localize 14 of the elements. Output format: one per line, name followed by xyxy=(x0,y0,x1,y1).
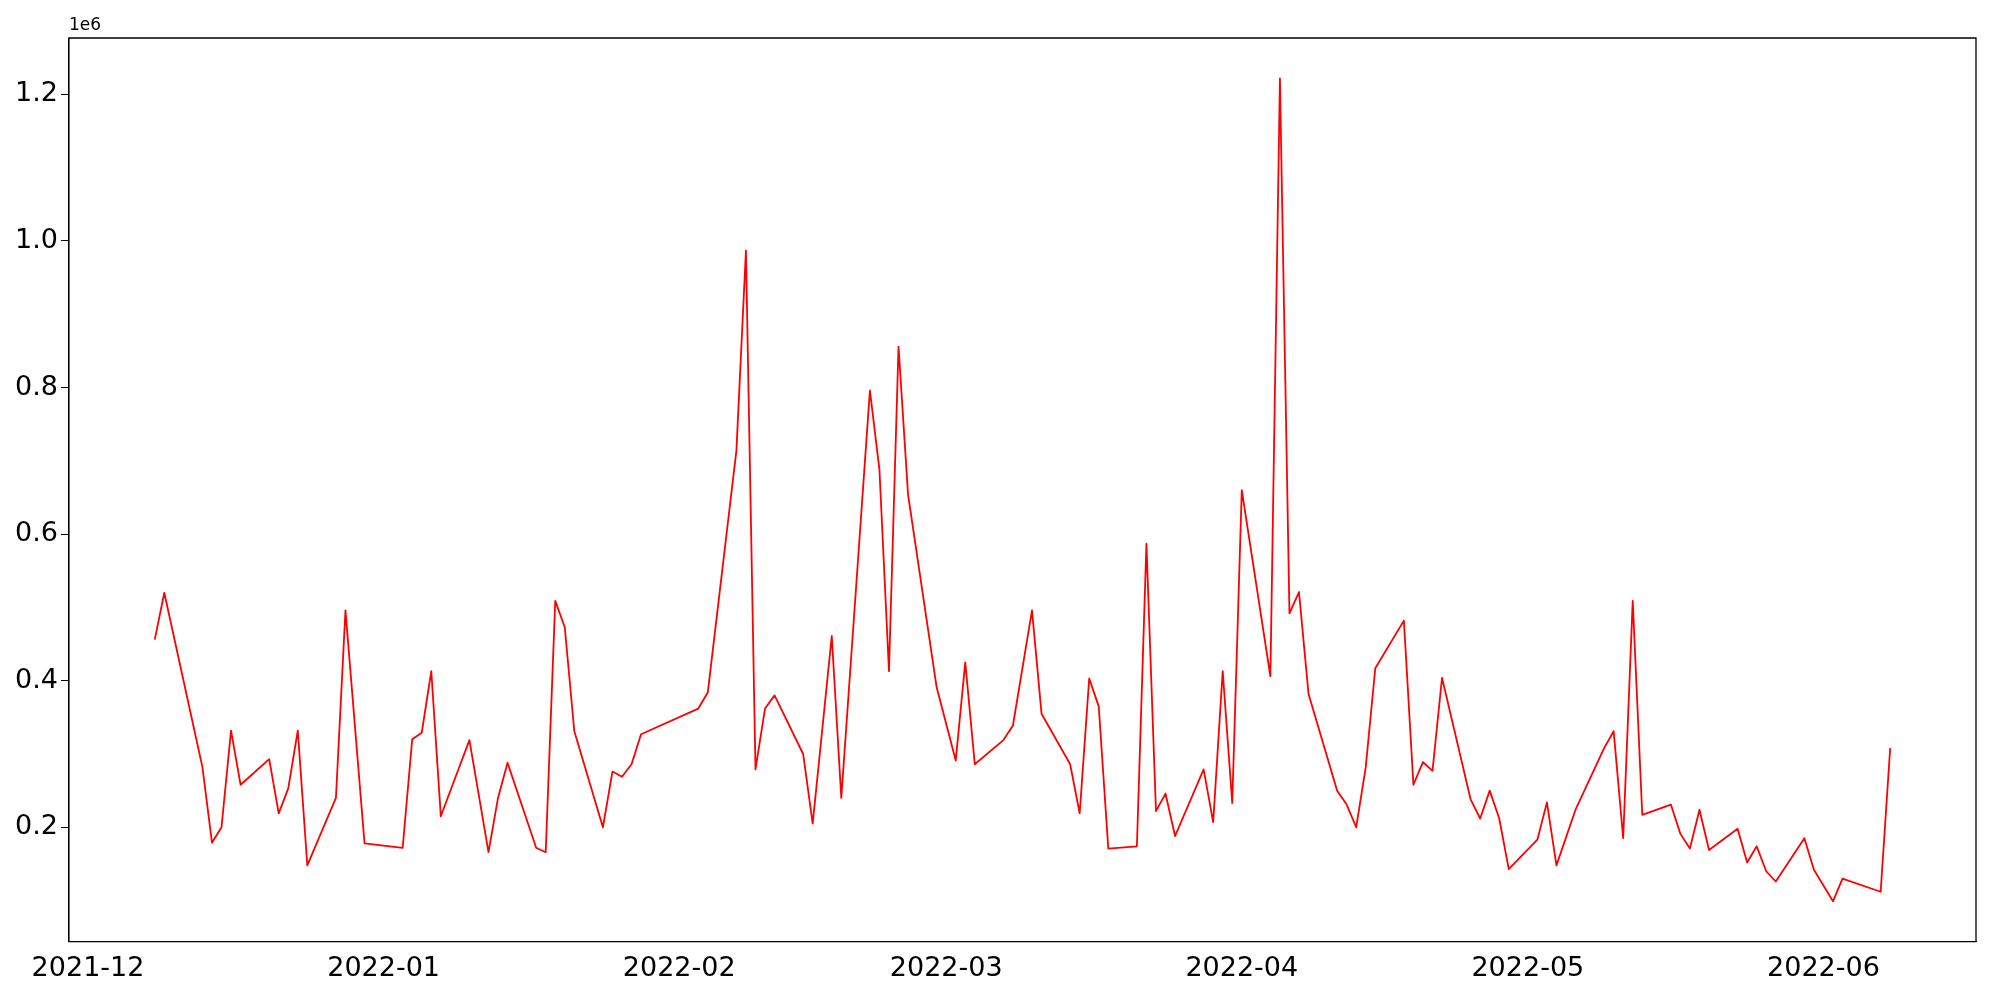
x-tick-label: 2022-01 xyxy=(327,950,441,982)
text: 1e6 xyxy=(68,13,102,34)
x-tick-label: 2022-06 xyxy=(1767,950,1880,982)
y-tick-label: 0.2 xyxy=(14,809,58,841)
x-tick-label: 2021-12 xyxy=(31,950,145,982)
x-tick-label: 2022-05 xyxy=(1471,950,1585,982)
y-tick-label: 1.0 xyxy=(14,223,58,255)
y-tick-label: 0.8 xyxy=(14,369,58,401)
y-tick-label: 0.4 xyxy=(14,662,58,694)
x-tick-label: 2022-03 xyxy=(889,950,1003,982)
x-tick-label: 2022-02 xyxy=(622,950,736,982)
x-tick-label: 2022-04 xyxy=(1185,950,1299,982)
y-tick-label: 1.2 xyxy=(14,76,58,108)
y-tick-label: 0.6 xyxy=(14,516,58,548)
